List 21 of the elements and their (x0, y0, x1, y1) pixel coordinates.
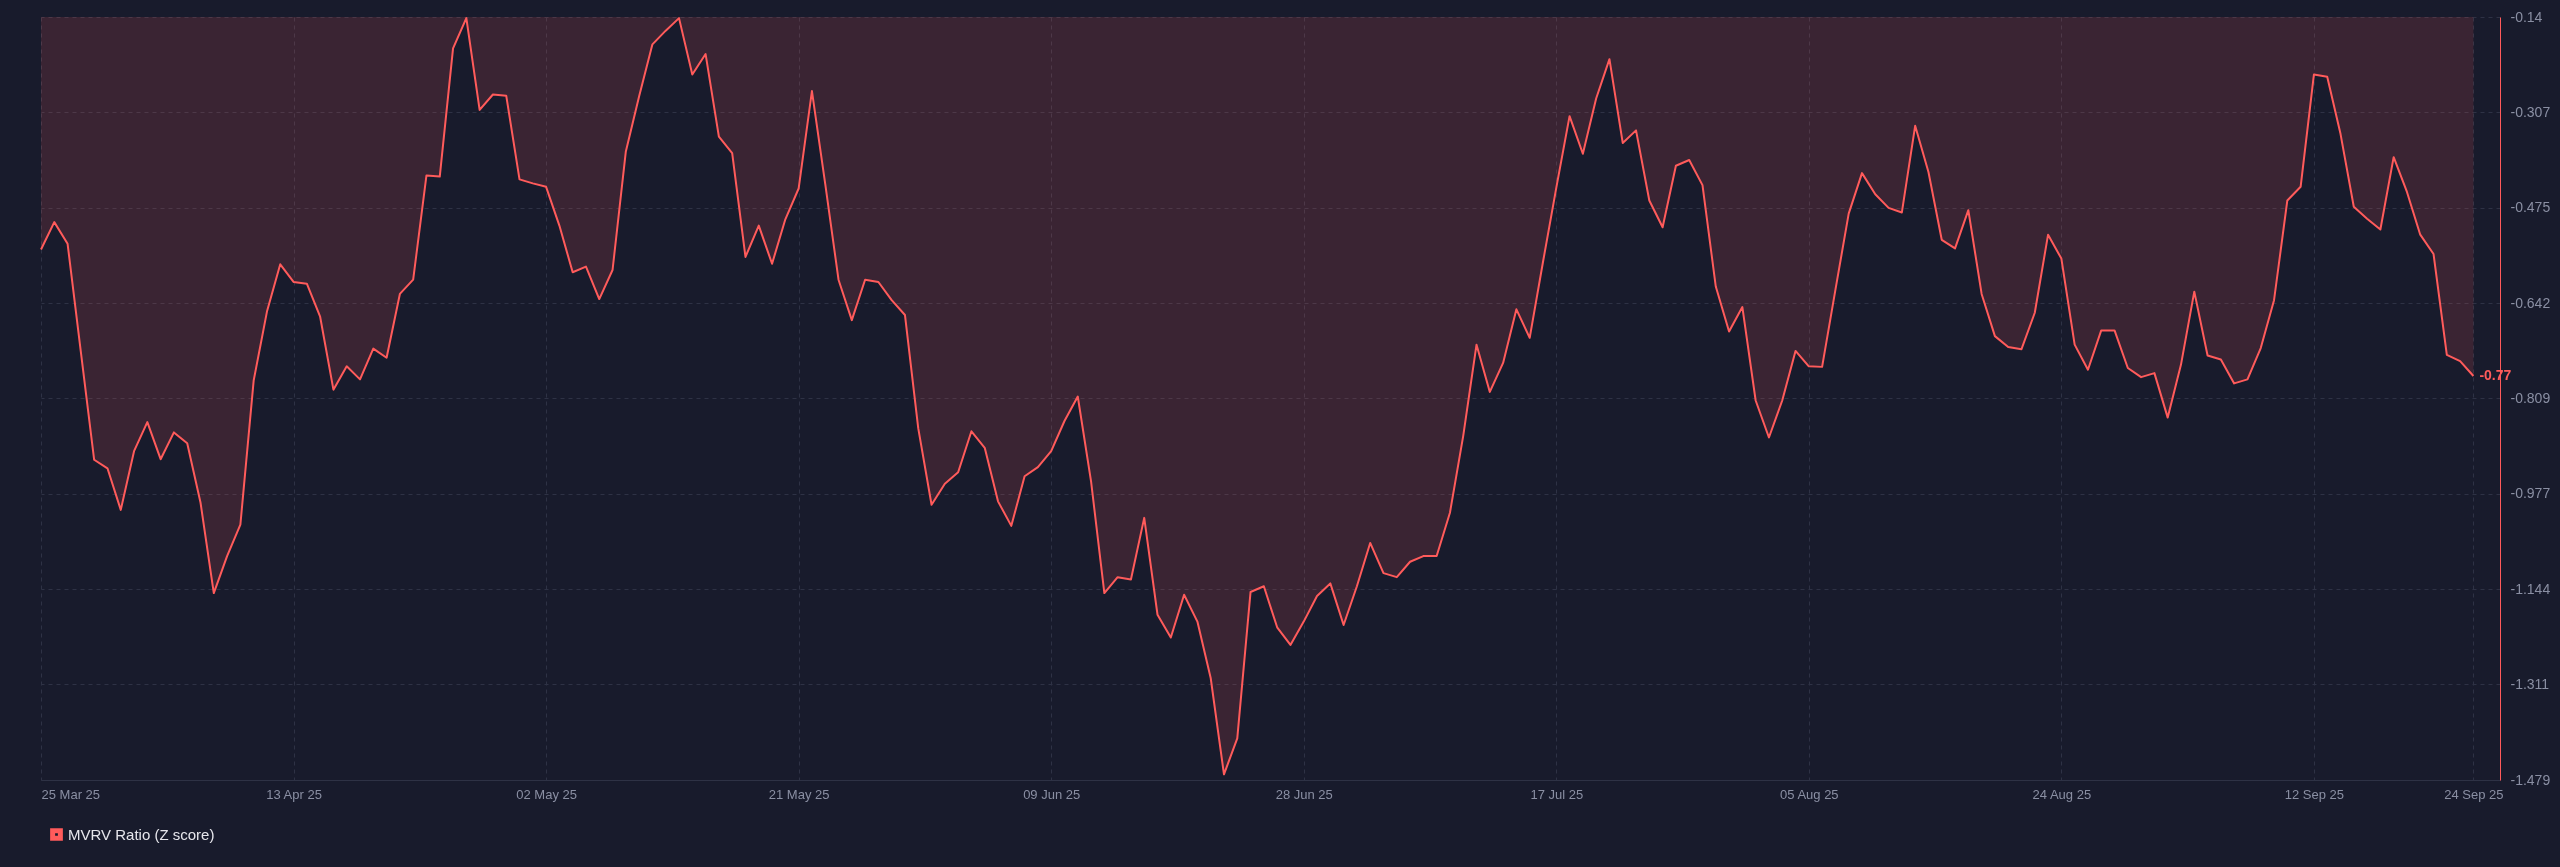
x-tick-label: 09 Jun 25 (1023, 786, 1081, 802)
x-tick-label: 24 Aug 25 (2032, 786, 2092, 802)
x-tick-label: 21 May 25 (768, 786, 830, 802)
y-tick-label: -0.475 (2510, 199, 2551, 216)
x-tick-label: 24 Sep 25 (2444, 786, 2504, 802)
x-tick-label: 02 May 25 (516, 786, 577, 802)
x-tick-label: 05 Aug 25 (1780, 786, 1839, 802)
y-tick-label: -0.307 (2510, 103, 2551, 120)
y-tick-label: -0.977 (2510, 485, 2551, 502)
legend-label: MVRV Ratio (Z score) (68, 825, 215, 843)
x-tick-label: 28 Jun 25 (1275, 786, 1333, 802)
y-tick-label: -1.144 (2510, 580, 2551, 597)
y-tick-label: -0.809 (2510, 389, 2551, 406)
y-tick-label: -0.642 (2510, 294, 2551, 311)
y-tick-label: -1.311 (2510, 675, 2550, 692)
x-tick-label: 25 Mar 25 (41, 786, 101, 802)
x-tick-label: 12 Sep 25 (2284, 786, 2345, 802)
y-tick-label: -1.479 (2510, 771, 2551, 788)
y-tick-label: -0.14 (2510, 8, 2543, 25)
x-tick-label: 13 Apr 25 (266, 786, 322, 802)
x-tick-label: 17 Jul 25 (1530, 786, 1584, 802)
